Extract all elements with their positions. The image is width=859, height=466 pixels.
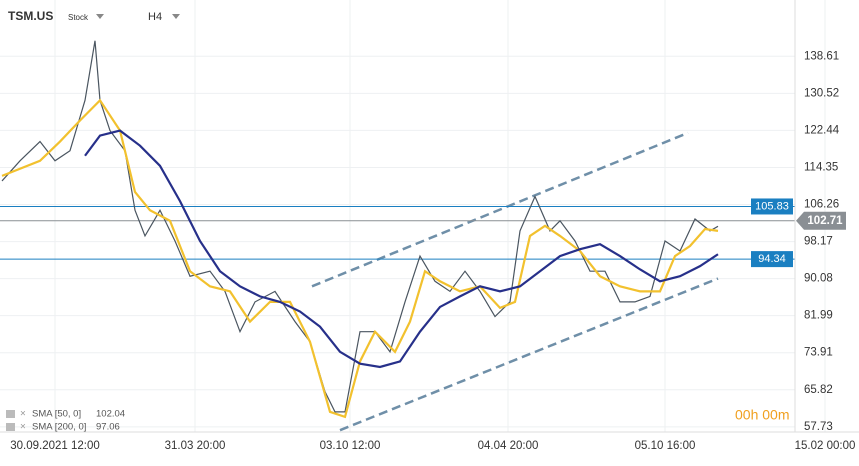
legend-value: 97.06 — [96, 422, 120, 433]
level-tag — [751, 251, 793, 268]
x-tick-label: 15.02 00:00 — [795, 440, 856, 452]
legend-close[interactable]: × — [20, 422, 26, 433]
timeframe[interactable]: H4 — [148, 11, 162, 23]
trend-channel — [339, 277, 719, 432]
y-tick-label: 122.44 — [804, 124, 840, 136]
y-tick-label: 81.99 — [804, 310, 833, 322]
level-label: 94.34 — [758, 253, 786, 265]
current-price-tag — [796, 211, 846, 230]
legend-icon[interactable] — [6, 410, 15, 418]
symbol-dropdown[interactable] — [96, 14, 104, 19]
timeframe-dropdown[interactable] — [172, 14, 180, 19]
y-tick-label: 114.35 — [804, 161, 838, 173]
x-tick-label: 03.10 12:00 — [320, 440, 381, 452]
plot — [0, 40, 795, 432]
x-tick-label: 31.03 20:00 — [165, 440, 226, 452]
x-tick-label: 30.09.2021 12:00 — [10, 440, 100, 452]
y-tick-label: 57.73 — [804, 421, 833, 433]
y-tick-label: 73.91 — [804, 347, 833, 359]
sma-line — [84, 129, 719, 369]
sma-line — [1, 98, 719, 419]
x-tick-label: 04.04 20:00 — [478, 440, 539, 452]
y-tick-label: 65.82 — [804, 384, 833, 396]
y-tick-label: 106.26 — [804, 199, 839, 211]
legend-name: SMA [200, 0] — [32, 422, 86, 433]
legend-value: 102.04 — [96, 409, 125, 420]
price-line — [1, 40, 719, 413]
x-tick-label: 05.10 16:00 — [635, 440, 696, 452]
trend-channel — [311, 131, 689, 288]
grid — [0, 0, 826, 432]
level-label: 105.83 — [755, 200, 789, 212]
level-tag — [751, 198, 793, 215]
annotations: 138.61 130.52 122.44 114.35 106.26 98.17 90.08… — [6, 50, 855, 452]
y-tick-label: 130.52 — [804, 87, 839, 99]
legend-name: SMA [50, 0] — [32, 409, 81, 420]
current-price-label: 102.71 — [807, 215, 843, 227]
y-tick-label: 90.08 — [804, 273, 833, 285]
asset-type: Stock — [68, 13, 89, 22]
timer: 00h 00m — [735, 407, 789, 423]
symbol[interactable]: TSM.US — [8, 9, 53, 23]
legend-close[interactable]: × — [20, 409, 26, 420]
legend-icon[interactable] — [6, 423, 15, 431]
y-tick-label: 138.61 — [804, 50, 839, 62]
y-tick-label: 98.17 — [804, 236, 833, 248]
